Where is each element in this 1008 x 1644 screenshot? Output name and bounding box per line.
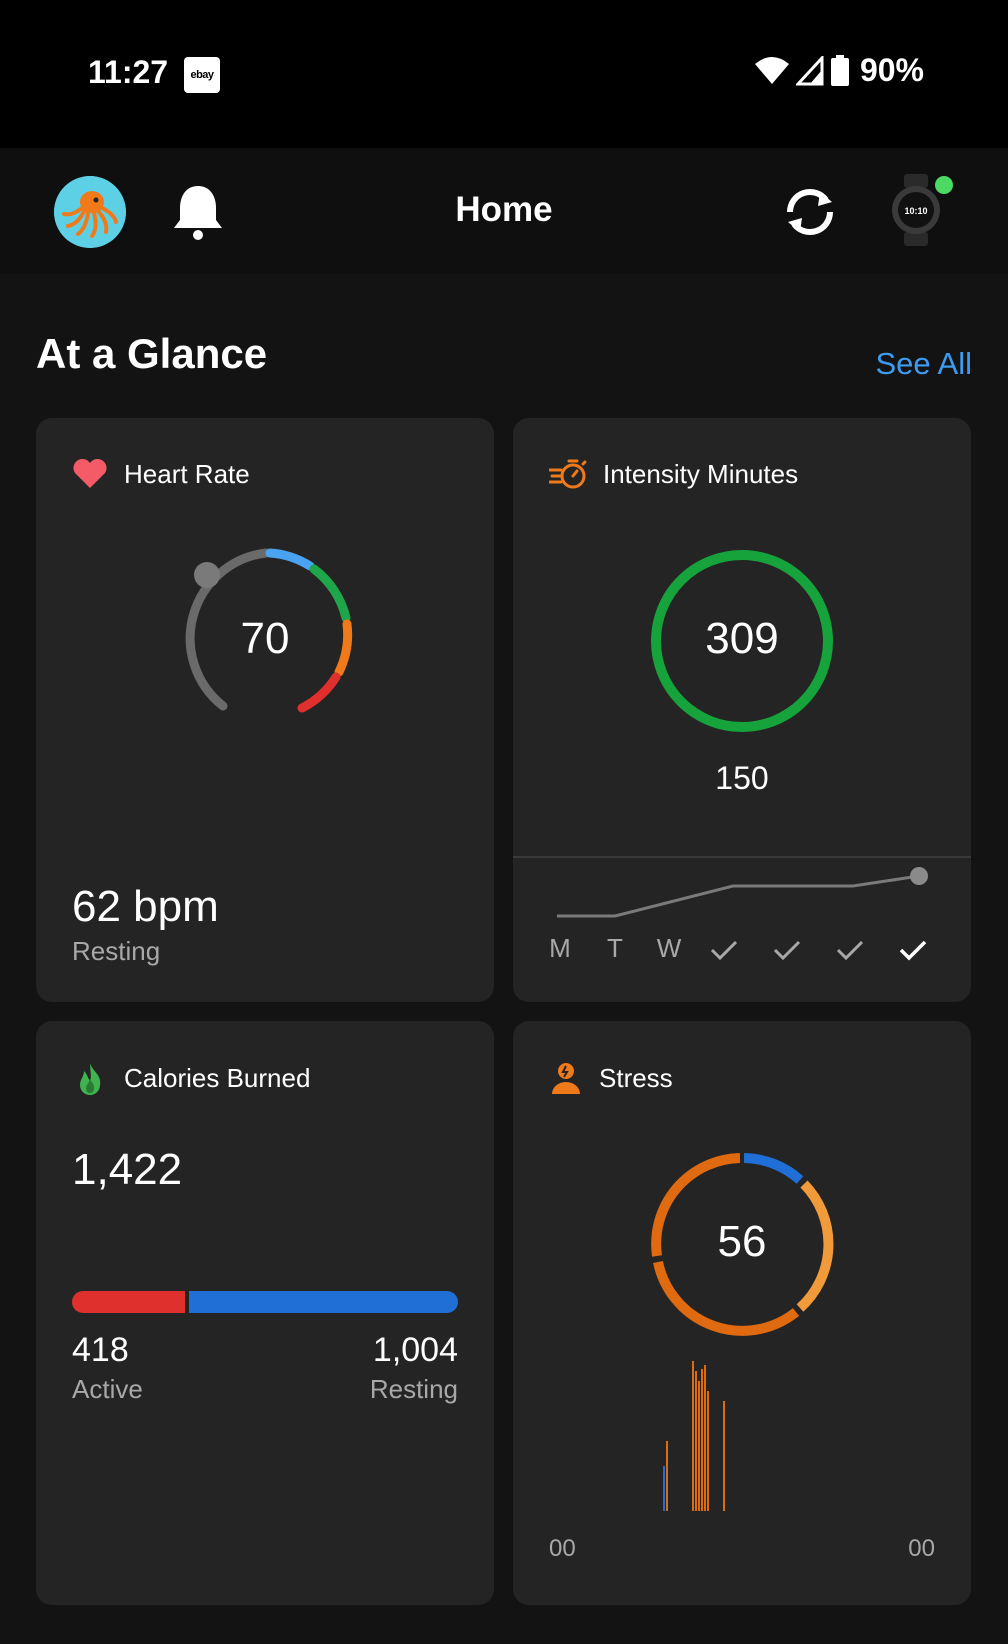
- status-time: 11:27: [88, 54, 169, 90]
- signal-icon: [795, 55, 824, 85]
- stress-person-icon: [552, 1063, 580, 1094]
- page-title: Home: [455, 190, 553, 229]
- intensity-title: Intensity Minutes: [603, 458, 799, 489]
- wifi-icon: [754, 56, 789, 84]
- battery-percent: 90%: [859, 52, 924, 88]
- intensity-ring: [651, 550, 833, 732]
- octopus-avatar-icon: [54, 176, 126, 248]
- resting-calories-value: 1,004: [372, 1331, 458, 1369]
- status-indicators: 90%: [754, 52, 924, 89]
- profile-avatar[interactable]: [54, 176, 126, 248]
- svg-text:10:10: 10:10: [904, 206, 927, 216]
- resting-calories-segment: [189, 1291, 458, 1313]
- day-complete-check-icon: [836, 940, 864, 961]
- active-calories-label: Active: [72, 1374, 143, 1404]
- battery-icon: [830, 54, 849, 86]
- heart-rate-header: Heart Rate: [72, 458, 250, 490]
- stress-header: Stress: [549, 1061, 673, 1095]
- active-calories-value: 418: [72, 1331, 129, 1369]
- heart-rate-value: 70: [240, 614, 290, 663]
- day-complete-check-icon: [773, 940, 801, 961]
- status-bar: 11:27 ebay 90%: [0, 0, 1008, 148]
- week-day-w: W: [656, 933, 682, 963]
- week-day-t: T: [607, 933, 623, 963]
- stopwatch-icon: [549, 459, 587, 489]
- calories-split-bar: [72, 1291, 458, 1313]
- intensity-divider: [513, 856, 971, 858]
- intensity-header: Intensity Minutes: [549, 458, 798, 490]
- week-day-m: M: [549, 933, 571, 963]
- active-calories-segment: [72, 1291, 185, 1313]
- device-watch-icon[interactable]: 10:10: [890, 174, 942, 246]
- see-all-link[interactable]: See All: [875, 346, 972, 381]
- day-complete-check-icon: [710, 940, 738, 961]
- heart-rate-title: Heart Rate: [124, 458, 250, 489]
- calories-title: Calories Burned: [124, 1062, 311, 1093]
- notifications-bell-icon[interactable]: [170, 182, 226, 244]
- heart-rate-card[interactable]: Heart Rate 70 62 bpm Resting: [36, 418, 494, 1002]
- resting-hr-label: Resting: [72, 936, 161, 966]
- flame-icon: [80, 1063, 101, 1095]
- stress-value: 56: [717, 1217, 767, 1266]
- stress-axis-start: 00: [549, 1535, 576, 1562]
- intensity-week-trend: [557, 867, 928, 918]
- calories-total: 1,422: [72, 1145, 183, 1194]
- app-bar: Home 10:10: [0, 148, 1008, 274]
- resting-hr-value: 62 bpm: [72, 882, 219, 931]
- resting-calories-label: Resting: [369, 1374, 458, 1404]
- device-connected-dot: [935, 176, 953, 194]
- today-complete-check-icon: [899, 940, 927, 961]
- heart-icon: [73, 458, 107, 488]
- intensity-minutes-card[interactable]: Intensity Minutes 309 150 M T W: [513, 418, 971, 1002]
- heart-rate-gauge: [185, 548, 353, 713]
- intensity-value: 309: [705, 614, 779, 663]
- calories-header: Calories Burned: [72, 1061, 310, 1095]
- section-title: At a Glance: [36, 330, 268, 377]
- intensity-goal: 150: [715, 760, 769, 796]
- segment-gap: [185, 1291, 189, 1313]
- stress-ring: [651, 1153, 834, 1336]
- stress-title: Stress: [599, 1062, 673, 1093]
- stress-axis-end: 00: [908, 1535, 935, 1562]
- sync-icon[interactable]: [780, 184, 840, 240]
- calories-card[interactable]: Calories Burned 1,422 418 Active 1,004 R…: [36, 1021, 494, 1605]
- stress-card[interactable]: Stress 56 00 00: [513, 1021, 971, 1605]
- ebay-notification-icon: ebay: [184, 57, 220, 93]
- stress-timeline-chart: [663, 1361, 725, 1511]
